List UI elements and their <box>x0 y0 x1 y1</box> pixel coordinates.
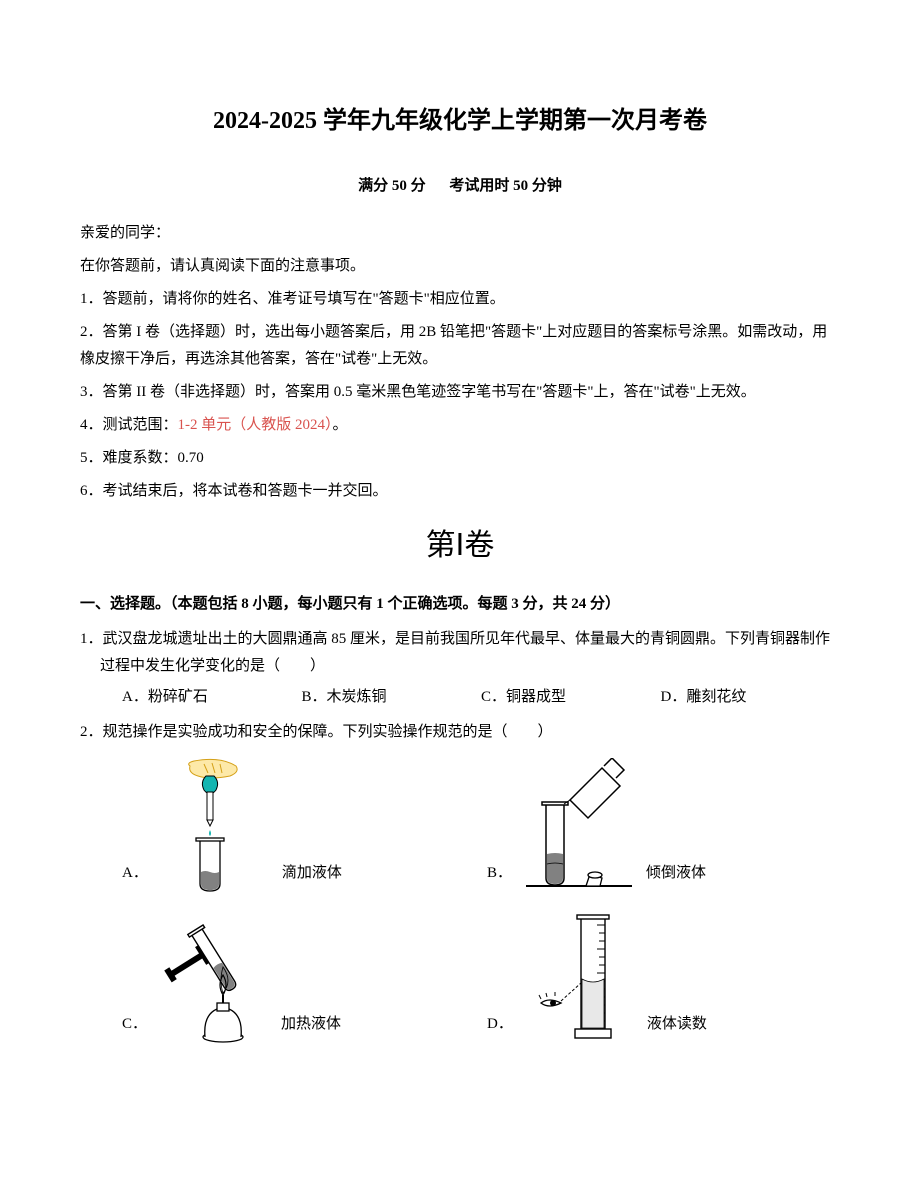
q2-c-letter: C． <box>122 1011 147 1038</box>
question-2: 2．规范操作是实验成功和安全的保障。下列实验操作规范的是（ ） A． <box>80 719 840 1044</box>
q1-option-d: D．雕刻花纹 <box>661 684 841 711</box>
q2-b-label: 倾倒液体 <box>646 860 706 887</box>
q2-a-letter: A． <box>122 860 148 887</box>
greeting-line-2: 在你答题前，请认真阅读下面的注意事项。 <box>80 253 840 280</box>
q2-option-d: D． <box>487 909 840 1044</box>
instruction-6: 6．考试结束后，将本试卷和答题卡一并交回。 <box>80 478 840 505</box>
question-2-text: 2．规范操作是实验成功和安全的保障。下列实验操作规范的是（ ） <box>80 719 840 746</box>
exam-subtitle: 满分 50 分 考试用时 50 分钟 <box>80 173 840 200</box>
q2-a-figure <box>160 758 270 893</box>
q2-c-label: 加热液体 <box>281 1011 341 1038</box>
q2-d-label: 液体读数 <box>647 1011 707 1038</box>
q2-option-b: B． <box>487 758 840 893</box>
exam-time: 考试用时 50 分钟 <box>449 178 562 194</box>
question-1: 1．武汉盘龙城遗址出土的大圆鼎通高 85 厘米，是目前我国所见年代最早、体量最大… <box>80 626 840 711</box>
exam-title: 2024-2025 学年九年级化学上学期第一次月考卷 <box>80 100 840 143</box>
instruction-4-scope: 1-2 单元（人教版 2024） <box>178 417 333 433</box>
q2-b-letter: B． <box>487 860 512 887</box>
q2-d-letter: D． <box>487 1011 513 1038</box>
mcq-header: 一、选择题。（本题包括 8 小题，每小题只有 1 个正确选项。每题 3 分，共 … <box>80 591 840 618</box>
q1-option-a: A．粉碎矿石 <box>122 684 302 711</box>
question-1-options: A．粉碎矿石 B．木炭炼铜 C．铜器成型 D．雕刻花纹 <box>80 684 840 711</box>
instruction-4-suffix: 。 <box>333 417 348 433</box>
full-score: 满分 50 分 <box>358 178 426 194</box>
greeting-line-1: 亲爱的同学： <box>80 220 840 247</box>
instruction-5: 5．难度系数：0.70 <box>80 445 840 472</box>
q2-a-label: 滴加液体 <box>282 860 342 887</box>
question-2-options: A． <box>80 758 840 1044</box>
q2-c-figure <box>159 909 269 1044</box>
q2-option-a: A． <box>122 758 475 893</box>
q2-b-figure <box>524 758 634 893</box>
instruction-4: 4．测试范围：1-2 单元（人教版 2024）。 <box>80 412 840 439</box>
instruction-2: 2．答第 I 卷（选择题）时，选出每小题答案后，用 2B 铅笔把"答题卡"上对应… <box>80 319 840 373</box>
q2-d-figure <box>525 909 635 1044</box>
q2-option-c: C． <box>122 909 475 1044</box>
question-1-text: 1．武汉盘龙城遗址出土的大圆鼎通高 85 厘米，是目前我国所见年代最早、体量最大… <box>80 626 840 680</box>
instruction-1: 1．答题前，请将你的姓名、准考证号填写在"答题卡"相应位置。 <box>80 286 840 313</box>
instruction-3: 3．答第 II 卷（非选择题）时，答案用 0.5 毫米黑色笔迹签字笔书写在"答题… <box>80 379 840 406</box>
q1-option-b: B．木炭炼铜 <box>302 684 482 711</box>
instruction-4-prefix: 4．测试范围： <box>80 417 178 433</box>
q1-option-c: C．铜器成型 <box>481 684 661 711</box>
section-1-title: 第Ⅰ卷 <box>80 519 840 573</box>
